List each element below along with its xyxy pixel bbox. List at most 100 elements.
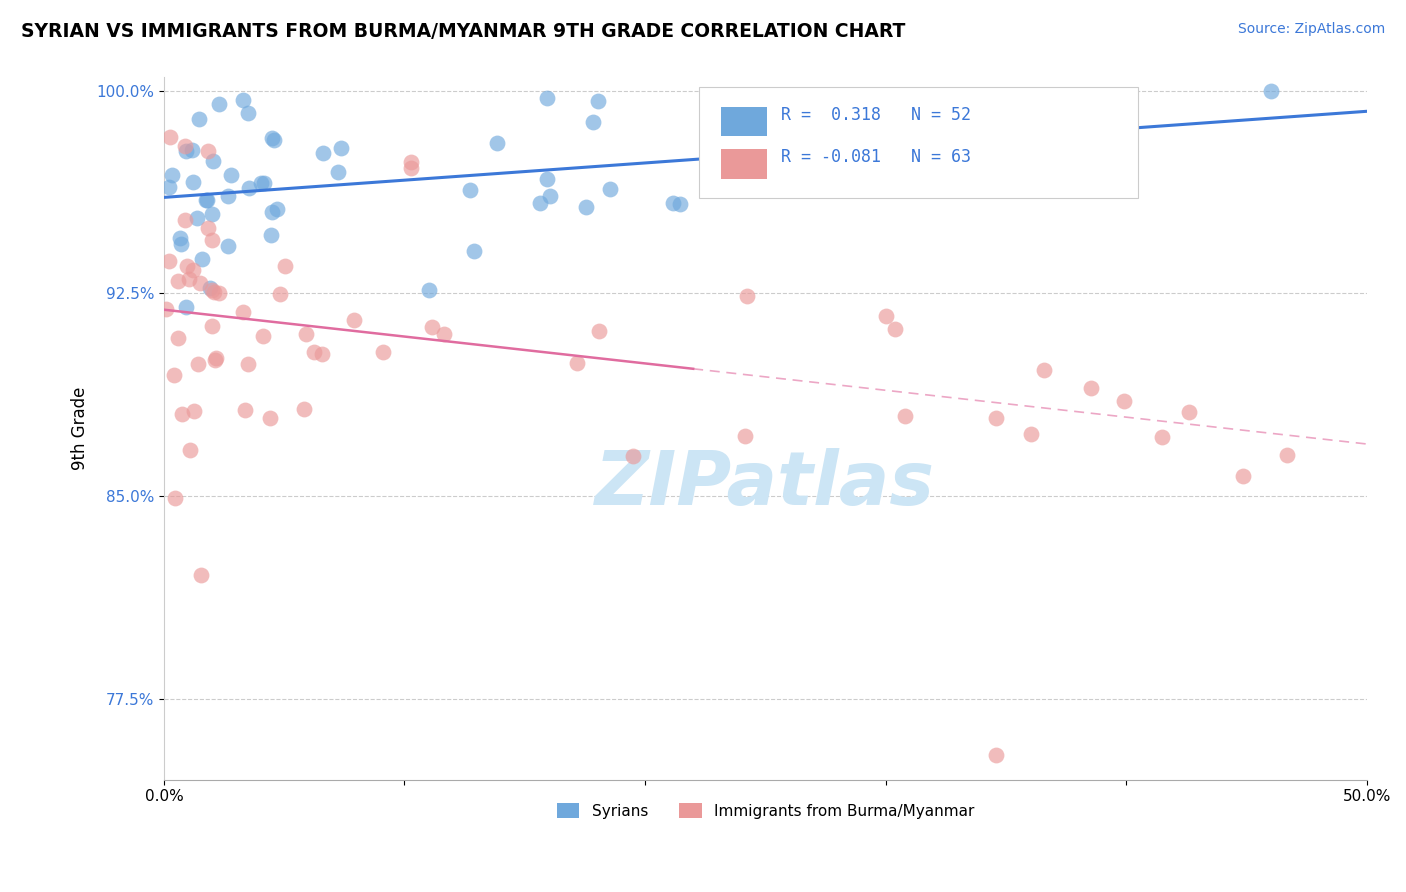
Point [832, 133, 855, 147]
Point [986, 747, 1008, 762]
Point [1114, 394, 1136, 409]
Point [181, 263, 204, 277]
Text: SYRIAN VS IMMIGRANTS FROM BURMA/MYANMAR 9TH GRADE CORRELATION CHART: SYRIAN VS IMMIGRANTS FROM BURMA/MYANMAR … [21, 22, 905, 41]
Point [174, 138, 197, 153]
Point [1033, 363, 1056, 377]
Point [460, 183, 482, 197]
Point [294, 326, 316, 341]
Point [274, 259, 297, 273]
Point [582, 115, 605, 129]
Point [669, 197, 692, 211]
Point [201, 207, 224, 221]
Point [485, 136, 508, 150]
Point [851, 178, 873, 193]
Point [236, 357, 259, 371]
Point [174, 145, 197, 159]
Point [201, 233, 224, 247]
Point [875, 310, 897, 324]
Point [263, 133, 285, 147]
Point [232, 93, 254, 107]
Point [166, 331, 188, 345]
Point [266, 202, 288, 217]
Point [312, 146, 335, 161]
Point [1275, 448, 1298, 462]
Point [221, 169, 243, 183]
Point [433, 327, 456, 342]
Point [194, 193, 217, 207]
Point [181, 175, 204, 189]
Point [190, 567, 212, 582]
Point [197, 144, 219, 158]
Point [1260, 84, 1282, 98]
Point [399, 161, 422, 175]
Point [536, 91, 558, 105]
Point [260, 204, 283, 219]
Point [208, 286, 231, 301]
Point [373, 345, 395, 359]
FancyBboxPatch shape [721, 149, 766, 178]
Point [269, 286, 291, 301]
Point [884, 322, 907, 336]
Point [163, 368, 186, 382]
Point [190, 252, 212, 266]
Point [260, 228, 283, 243]
Point [894, 409, 917, 423]
Point [217, 189, 239, 203]
Point [201, 283, 224, 297]
Point [205, 351, 228, 365]
Point [418, 283, 440, 297]
Text: Source: ZipAtlas.com: Source: ZipAtlas.com [1237, 22, 1385, 37]
Point [1232, 468, 1254, 483]
Legend: Syrians, Immigrants from Burma/Myanmar: Syrians, Immigrants from Burma/Myanmar [551, 797, 980, 824]
Point [420, 320, 443, 334]
Point [662, 196, 685, 211]
Point [235, 403, 257, 417]
Point [463, 244, 485, 259]
Point [167, 274, 190, 288]
Point [197, 220, 219, 235]
Point [208, 97, 231, 112]
Point [1080, 381, 1102, 395]
Text: R = -0.081   N = 63: R = -0.081 N = 63 [780, 148, 972, 167]
Point [538, 188, 561, 202]
Point [157, 179, 180, 194]
Point [236, 105, 259, 120]
Point [1019, 426, 1042, 441]
Point [292, 402, 315, 417]
Point [238, 181, 260, 195]
Point [884, 112, 907, 127]
Point [1095, 176, 1118, 190]
Point [250, 176, 273, 190]
Point [186, 211, 208, 226]
Point [183, 404, 205, 418]
Point [330, 141, 353, 155]
Point [201, 318, 224, 333]
Point [165, 491, 187, 505]
Point [586, 94, 609, 108]
Point [173, 213, 195, 227]
Point [311, 346, 333, 360]
Point [259, 411, 281, 425]
Point [567, 356, 589, 370]
Point [195, 193, 218, 207]
Point [302, 345, 325, 359]
Point [157, 254, 180, 268]
Point [343, 313, 366, 327]
Point [204, 352, 226, 367]
Point [176, 259, 198, 273]
Point [621, 449, 644, 463]
Point [181, 143, 204, 157]
Text: R =  0.318   N = 52: R = 0.318 N = 52 [780, 106, 972, 124]
Point [253, 176, 276, 190]
Point [217, 239, 239, 253]
Point [599, 181, 621, 195]
Point [188, 112, 211, 127]
Point [160, 168, 183, 182]
Point [1178, 405, 1201, 419]
Point [326, 165, 349, 179]
FancyBboxPatch shape [699, 87, 1139, 198]
Point [170, 407, 193, 421]
FancyBboxPatch shape [721, 107, 766, 136]
Point [734, 429, 756, 443]
Point [574, 200, 596, 214]
